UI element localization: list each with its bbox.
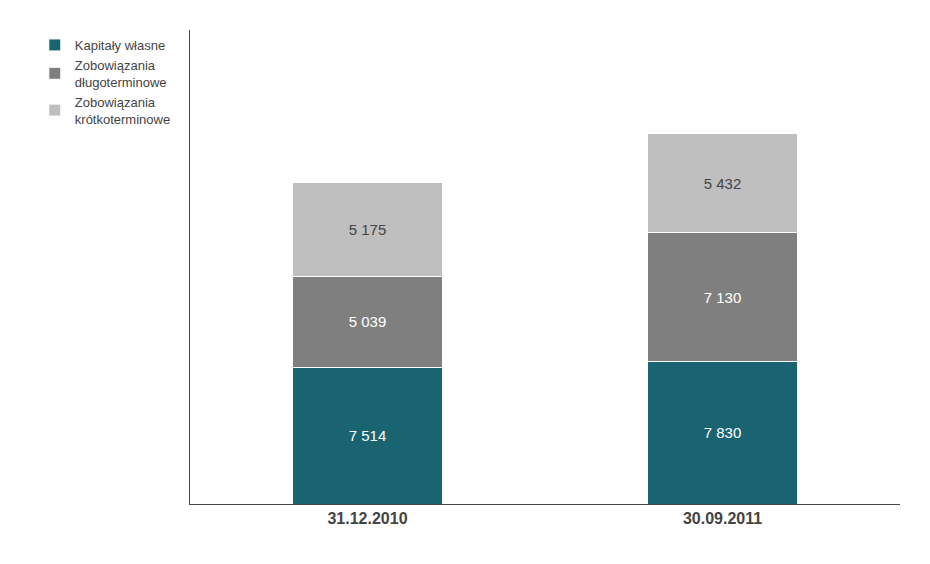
svg-text:Kapitały własne: Kapitały własne — [75, 38, 165, 53]
svg-text:Zobowiązaniakrótkoterminowe: Zobowiązaniakrótkoterminowe — [75, 95, 170, 127]
svg-text:5 175: 5 175 — [349, 221, 387, 238]
svg-text:7 130: 7 130 — [704, 289, 742, 306]
svg-text:7 514: 7 514 — [349, 427, 387, 444]
svg-text:Zobowiązaniadługoterminowe: Zobowiązaniadługoterminowe — [75, 58, 167, 90]
svg-text:31.12.2010: 31.12.2010 — [327, 510, 407, 527]
svg-text:5 039: 5 039 — [349, 313, 387, 330]
svg-text:5 432: 5 432 — [704, 175, 742, 192]
svg-text:30.09.2011: 30.09.2011 — [683, 510, 762, 527]
svg-text:7 830: 7 830 — [704, 424, 742, 441]
